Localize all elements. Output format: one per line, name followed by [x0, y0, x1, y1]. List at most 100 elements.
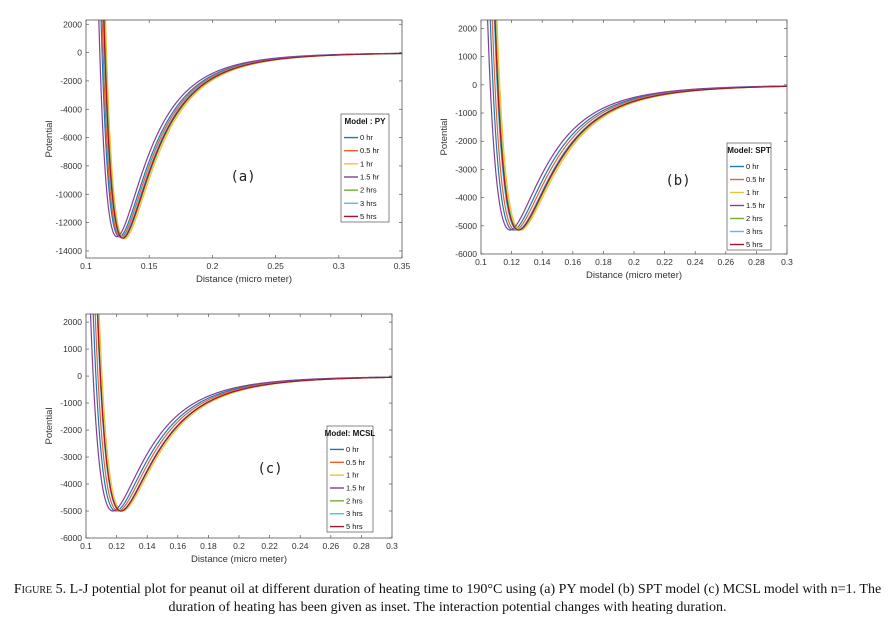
x-tick-label: 0.3	[781, 257, 793, 267]
legend-entry-label: 1 hr	[346, 471, 359, 480]
x-tick-label: 0.35	[394, 261, 411, 271]
legend-entry-label: 1.5 hr	[360, 173, 380, 182]
legend: Model: SPT 0 hr 0.5 hr 1 hr 1.5 hr 2 hrs 3 hrs…	[726, 142, 772, 251]
x-axis-label: Distance (micro meter)	[196, 274, 292, 285]
panel-label: (c)	[257, 461, 282, 477]
y-tick-label: -2000	[60, 76, 82, 86]
y-tick-label: 2000	[63, 19, 82, 29]
legend-entry-label: 0 hr	[360, 133, 373, 142]
x-tick-label: 0.24	[292, 541, 309, 551]
legend-title: Model : PY	[345, 117, 387, 126]
legend-box	[340, 113, 390, 223]
legend-entry-label: 0.5 hr	[360, 146, 380, 155]
y-tick-label: 0	[77, 371, 82, 381]
x-tick-label: 0.18	[595, 257, 612, 267]
x-tick-label: 0.22	[261, 541, 278, 551]
plot-area	[487, 20, 787, 231]
legend-entry-label: 2 hrs	[746, 214, 763, 223]
y-tick-label: -12000	[56, 218, 83, 228]
panel-label: (b)	[665, 173, 690, 189]
x-tick-label: 0.18	[200, 541, 217, 551]
x-tick-label: 0.14	[534, 257, 551, 267]
y-axis-label: Potential	[44, 408, 55, 445]
x-tick-label: 0.25	[267, 261, 284, 271]
figure-caption-text: L-J potential plot for peanut oil at dif…	[69, 582, 882, 615]
legend-entry-label: 3 hrs	[360, 199, 377, 208]
figure-caption: Figure 5. L-J potential plot for peanut …	[10, 581, 885, 617]
y-tick-label: -5000	[455, 221, 477, 231]
x-tick-label: 0.2	[628, 257, 640, 267]
x-tick-label: 0.28	[353, 541, 370, 551]
y-tick-label: 1000	[458, 52, 477, 62]
series-line-5-hrs	[97, 314, 392, 512]
x-tick-label: 0.22	[656, 257, 673, 267]
x-tick-label: 0.26	[718, 257, 735, 267]
x-tick-label: 0.16	[170, 541, 187, 551]
legend-entry-label: 2 hrs	[346, 496, 363, 505]
y-tick-label: -14000	[56, 246, 83, 256]
series-line-5-hrs	[494, 20, 787, 231]
x-tick-label: 0.14	[139, 541, 156, 551]
legend-entry-label: 3 hrs	[346, 509, 363, 518]
legend-entry-label: 0 hr	[346, 445, 359, 454]
legend: Model : PY 0 hr 0.5 hr 1 hr 1.5 hr 2 hrs 3 hrs…	[340, 113, 390, 223]
x-axis-label: Distance (micro meter)	[191, 554, 287, 565]
x-tick-label: 0.15	[141, 261, 158, 271]
legend-title: Model: MCSL	[325, 429, 376, 438]
y-tick-label: 0	[77, 48, 82, 58]
x-tick-label: 0.3	[386, 541, 398, 551]
x-tick-label: 0.2	[206, 261, 218, 271]
y-tick-label: -2000	[455, 136, 477, 146]
legend: Model: MCSL 0 hr 0.5 hr 1 hr 1.5 hr 2 hrs 3 hr…	[325, 425, 376, 533]
series-line-5-hrs	[103, 20, 402, 239]
plot-area	[89, 314, 392, 512]
legend-entry-label: 0.5 hr	[346, 458, 366, 467]
x-tick-label: 0.16	[565, 257, 582, 267]
x-tick-label: 0.2	[233, 541, 245, 551]
legend-entry-label: 3 hrs	[746, 227, 763, 236]
y-tick-label: -4000	[60, 479, 82, 489]
legend-entry-label: 0.5 hr	[746, 175, 766, 184]
legend-entry-label: 1 hr	[746, 188, 759, 197]
y-tick-label: 2000	[458, 23, 477, 33]
legend-entry-label: 1.5 hr	[346, 484, 366, 493]
legend-entry-label: 1 hr	[360, 159, 373, 168]
plot-area	[98, 20, 402, 240]
panel-label: (a)	[230, 169, 255, 185]
x-tick-label: 0.12	[108, 541, 125, 551]
x-axis-label: Distance (micro meter)	[586, 270, 682, 281]
y-tick-label: -3000	[60, 452, 82, 462]
series-line-1-5-hr	[487, 20, 787, 231]
y-tick-label: 0	[472, 80, 477, 90]
x-tick-label: 0.1	[80, 261, 92, 271]
x-tick-label: 0.28	[748, 257, 765, 267]
legend-entry-label: 0 hr	[746, 162, 759, 171]
y-tick-label: -6000	[60, 133, 82, 143]
x-tick-label: 0.1	[80, 541, 92, 551]
y-tick-label: -2000	[60, 425, 82, 435]
figure-label: Figure 5.	[13, 582, 67, 597]
y-tick-label: 1000	[63, 344, 82, 354]
y-tick-label: -3000	[455, 164, 477, 174]
x-tick-label: 0.26	[323, 541, 340, 551]
legend-entry-label: 5 hrs	[746, 240, 763, 249]
y-axis-label: Potential	[439, 119, 450, 156]
y-axis-label: Potential	[44, 121, 55, 158]
x-tick-label: 0.3	[333, 261, 345, 271]
y-tick-label: -1000	[455, 108, 477, 118]
legend-entry-label: 5 hrs	[360, 212, 377, 221]
legend-entry-label: 5 hrs	[346, 522, 363, 531]
x-tick-label: 0.24	[687, 257, 704, 267]
y-tick-label: -4000	[455, 193, 477, 203]
y-tick-label: -10000	[56, 189, 83, 199]
x-tick-label: 0.1	[475, 257, 487, 267]
legend-title: Model: SPT	[727, 146, 771, 155]
y-tick-label: -6000	[60, 533, 82, 543]
legend-entry-label: 1.5 hr	[746, 201, 766, 210]
axes-frame	[85, 19, 403, 259]
y-tick-label: -4000	[60, 104, 82, 114]
legend-entry-label: 2 hrs	[360, 186, 377, 195]
y-tick-label: -1000	[60, 398, 82, 408]
